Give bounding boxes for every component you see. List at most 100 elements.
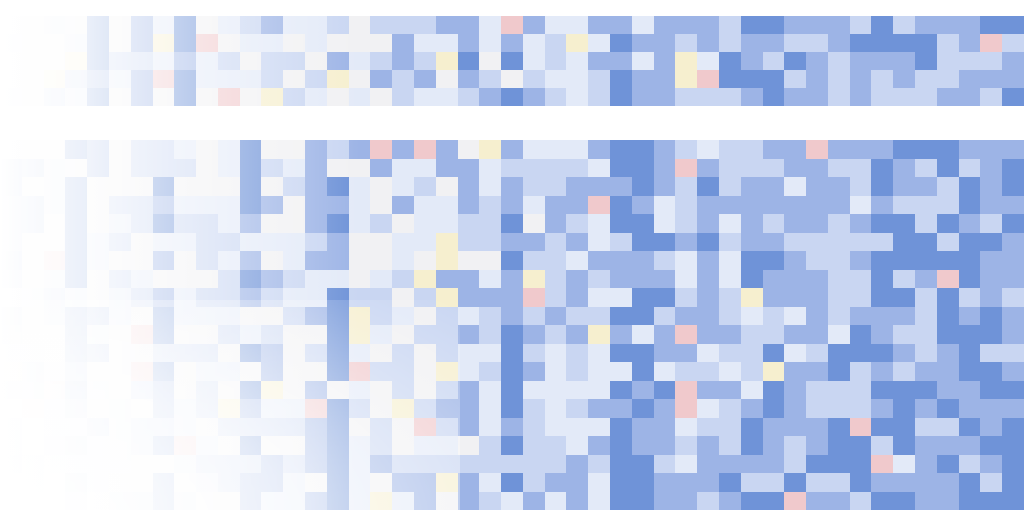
top-mosaic-cell bbox=[196, 34, 218, 52]
bottom-mosaic-cell bbox=[130, 325, 153, 344]
top-mosaic-cell bbox=[697, 16, 719, 34]
bottom-mosaic-cell bbox=[958, 454, 981, 473]
top-mosaic-cell bbox=[239, 88, 262, 106]
bottom-mosaic-cell bbox=[958, 343, 981, 362]
bottom-mosaic-cell bbox=[479, 214, 502, 233]
bottom-mosaic-cell bbox=[152, 232, 175, 251]
bottom-mosaic-cell bbox=[544, 232, 567, 251]
bottom-mosaic-cell bbox=[915, 140, 937, 159]
top-mosaic-cell bbox=[784, 16, 807, 34]
bottom-mosaic-cell bbox=[174, 251, 197, 270]
bottom-mosaic-cell bbox=[849, 362, 872, 381]
top-mosaic-cell bbox=[479, 70, 502, 88]
bottom-mosaic-cell bbox=[566, 269, 589, 288]
bottom-mosaic-cell bbox=[958, 140, 981, 159]
bottom-mosaic-cell bbox=[130, 232, 153, 251]
top-mosaic-cell bbox=[87, 34, 109, 52]
bottom-mosaic-cell bbox=[348, 140, 371, 159]
bottom-mosaic-cell bbox=[653, 454, 676, 473]
bottom-mosaic-cell bbox=[610, 214, 632, 233]
bottom-mosaic-cell bbox=[675, 269, 698, 288]
bottom-mosaic-cell bbox=[653, 306, 676, 325]
bottom-mosaic-cell bbox=[980, 177, 1003, 196]
bottom-mosaic-cell bbox=[936, 491, 959, 510]
bottom-mosaic-cell bbox=[980, 473, 1003, 492]
bottom-mosaic-cell bbox=[893, 232, 916, 251]
bottom-mosaic-cell bbox=[718, 251, 741, 270]
bottom-mosaic-cell bbox=[326, 417, 349, 436]
bottom-mosaic-cell bbox=[718, 177, 741, 196]
top-mosaic-cell bbox=[915, 34, 937, 52]
bottom-mosaic-cell bbox=[806, 177, 828, 196]
top-mosaic-cell bbox=[65, 88, 88, 106]
top-mosaic-cell bbox=[326, 88, 349, 106]
top-mosaic-cell bbox=[174, 34, 197, 52]
bottom-mosaic-cell bbox=[0, 325, 22, 344]
bottom-mosaic-cell bbox=[0, 288, 22, 307]
bottom-mosaic-cell bbox=[588, 454, 611, 473]
top-mosaic-cell bbox=[479, 52, 502, 70]
bottom-mosaic-cell bbox=[370, 491, 393, 510]
bottom-mosaic-cell bbox=[457, 232, 480, 251]
bottom-mosaic-cell bbox=[827, 325, 850, 344]
bottom-mosaic-cell bbox=[740, 195, 763, 214]
bottom-mosaic-cell bbox=[108, 269, 131, 288]
bottom-mosaic-cell bbox=[174, 343, 197, 362]
bottom-mosaic-cell bbox=[413, 158, 436, 177]
bottom-mosaic-cell bbox=[806, 306, 828, 325]
top-mosaic-cell bbox=[392, 16, 414, 34]
bottom-mosaic-cell bbox=[283, 362, 306, 381]
bottom-mosaic-cell bbox=[544, 140, 567, 159]
bottom-mosaic-cell bbox=[501, 269, 523, 288]
bottom-mosaic-cell bbox=[806, 269, 828, 288]
bottom-mosaic-cell bbox=[0, 269, 22, 288]
bottom-mosaic-cell bbox=[806, 251, 828, 270]
bottom-mosaic-cell bbox=[784, 306, 807, 325]
bottom-mosaic-cell bbox=[196, 362, 218, 381]
top-mosaic-cell bbox=[435, 88, 458, 106]
bottom-mosaic-cell bbox=[827, 269, 850, 288]
top-mosaic-cell bbox=[174, 16, 197, 34]
bottom-mosaic-cell bbox=[283, 177, 306, 196]
bottom-mosaic-cell bbox=[849, 251, 872, 270]
bottom-mosaic-cell bbox=[130, 140, 153, 159]
bottom-mosaic-cell bbox=[784, 454, 807, 473]
bottom-mosaic-cell bbox=[806, 454, 828, 473]
bottom-mosaic-cell bbox=[1002, 473, 1024, 492]
bottom-mosaic-cell bbox=[871, 399, 894, 418]
top-mosaic-cell bbox=[936, 34, 959, 52]
bottom-mosaic-cell bbox=[631, 306, 654, 325]
top-mosaic-cell bbox=[544, 52, 567, 70]
bottom-mosaic-cell bbox=[479, 343, 502, 362]
bottom-mosaic-cell bbox=[566, 214, 589, 233]
bottom-mosaic-cell bbox=[849, 177, 872, 196]
bottom-mosaic-cell bbox=[522, 380, 545, 399]
bottom-mosaic-cell bbox=[806, 380, 828, 399]
bottom-mosaic-cell bbox=[239, 343, 262, 362]
top-mosaic-cell bbox=[566, 52, 589, 70]
top-mosaic-cell bbox=[806, 88, 828, 106]
top-mosaic-cell bbox=[392, 52, 414, 70]
bottom-mosaic-cell bbox=[196, 473, 218, 492]
bottom-mosaic-cell bbox=[152, 436, 175, 455]
bottom-mosaic-cell bbox=[544, 158, 567, 177]
bottom-mosaic-cell bbox=[762, 158, 785, 177]
bottom-mosaic-cell bbox=[152, 399, 175, 418]
bottom-mosaic-cell bbox=[980, 454, 1003, 473]
bottom-mosaic-cell bbox=[675, 343, 698, 362]
bottom-mosaic-cell bbox=[370, 399, 393, 418]
bottom-mosaic-cell bbox=[435, 251, 458, 270]
bottom-mosaic-cell bbox=[326, 454, 349, 473]
bottom-mosaic-cell bbox=[631, 343, 654, 362]
bottom-mosaic-cell bbox=[196, 325, 218, 344]
top-mosaic-cell bbox=[413, 34, 436, 52]
bottom-mosaic-cell bbox=[871, 195, 894, 214]
bottom-mosaic-cell bbox=[631, 473, 654, 492]
bottom-mosaic-cell bbox=[544, 251, 567, 270]
bottom-mosaic-cell bbox=[588, 195, 611, 214]
bottom-mosaic-cell bbox=[544, 214, 567, 233]
bottom-mosaic-cell bbox=[806, 214, 828, 233]
bottom-mosaic-cell bbox=[740, 454, 763, 473]
bottom-mosaic-cell bbox=[65, 214, 88, 233]
bottom-mosaic-cell bbox=[370, 177, 393, 196]
